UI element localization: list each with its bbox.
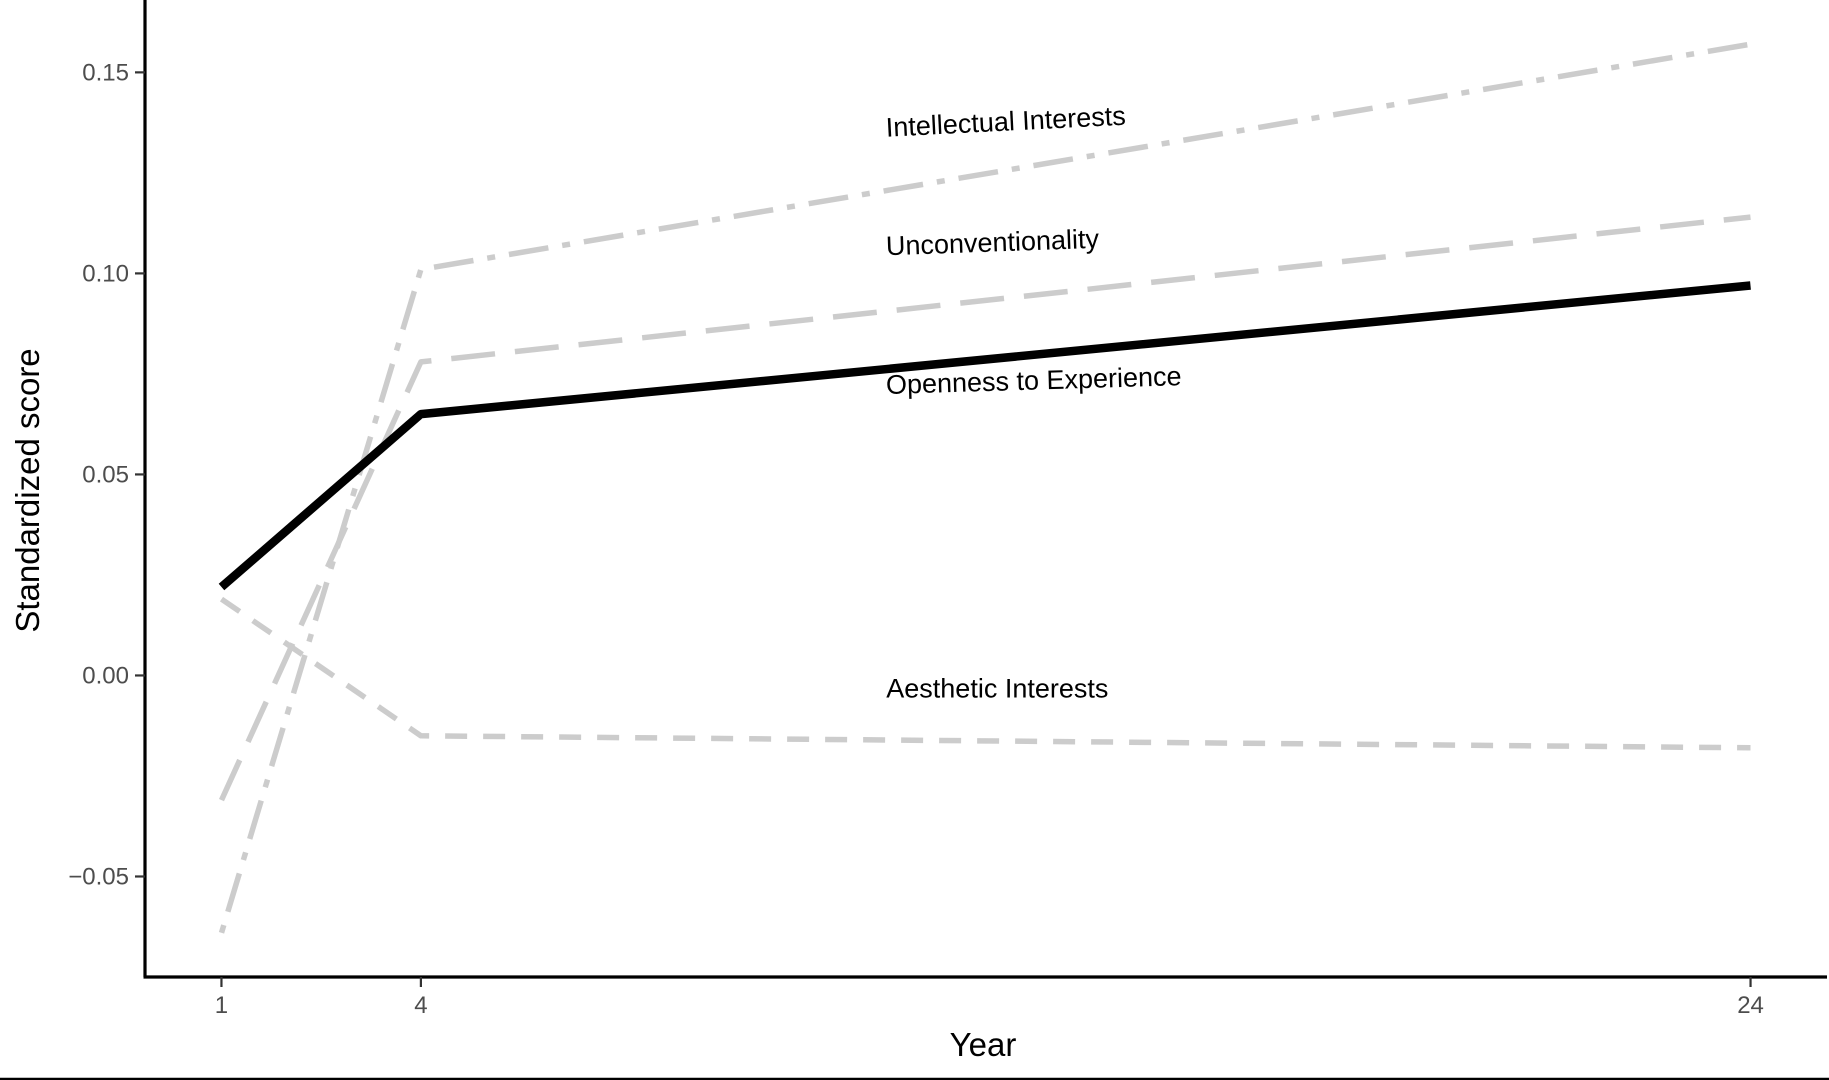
y-axis-ticks: −0.05 0.00 0.05 0.10 0.15 — [68, 59, 145, 890]
series-label-layer: Openness to ExperienceUnconventionalityI… — [885, 101, 1182, 704]
x-tick-label: 4 — [414, 992, 427, 1019]
series-line-unconventionality — [218, 214, 1751, 802]
y-axis-title: Standardized score — [9, 348, 46, 632]
y-tick-label: 0.15 — [82, 59, 129, 86]
x-tick-label: 24 — [1737, 992, 1764, 1019]
series-label-unconventionality: Unconventionality — [885, 224, 1100, 261]
x-axis-title: Year — [950, 1026, 1017, 1063]
series-label-intellectual-interests: Intellectual Interests — [885, 101, 1126, 143]
y-tick-label: 0.05 — [82, 461, 129, 488]
y-tick-label: −0.05 — [68, 863, 129, 890]
series-line-openness-to-experience — [218, 281, 1751, 591]
y-tick-label: 0.00 — [82, 662, 129, 689]
series-layer — [218, 41, 1751, 934]
x-axis-ticks: 1 4 24 — [215, 977, 1764, 1019]
y-tick-label: 0.10 — [82, 260, 129, 287]
x-tick-label: 1 — [215, 992, 228, 1019]
series-label-aesthetic-interests: Aesthetic Interests — [886, 674, 1108, 704]
series-line-aesthetic-interests — [219, 596, 1751, 751]
series-line-intellectual-interests — [218, 41, 1751, 934]
